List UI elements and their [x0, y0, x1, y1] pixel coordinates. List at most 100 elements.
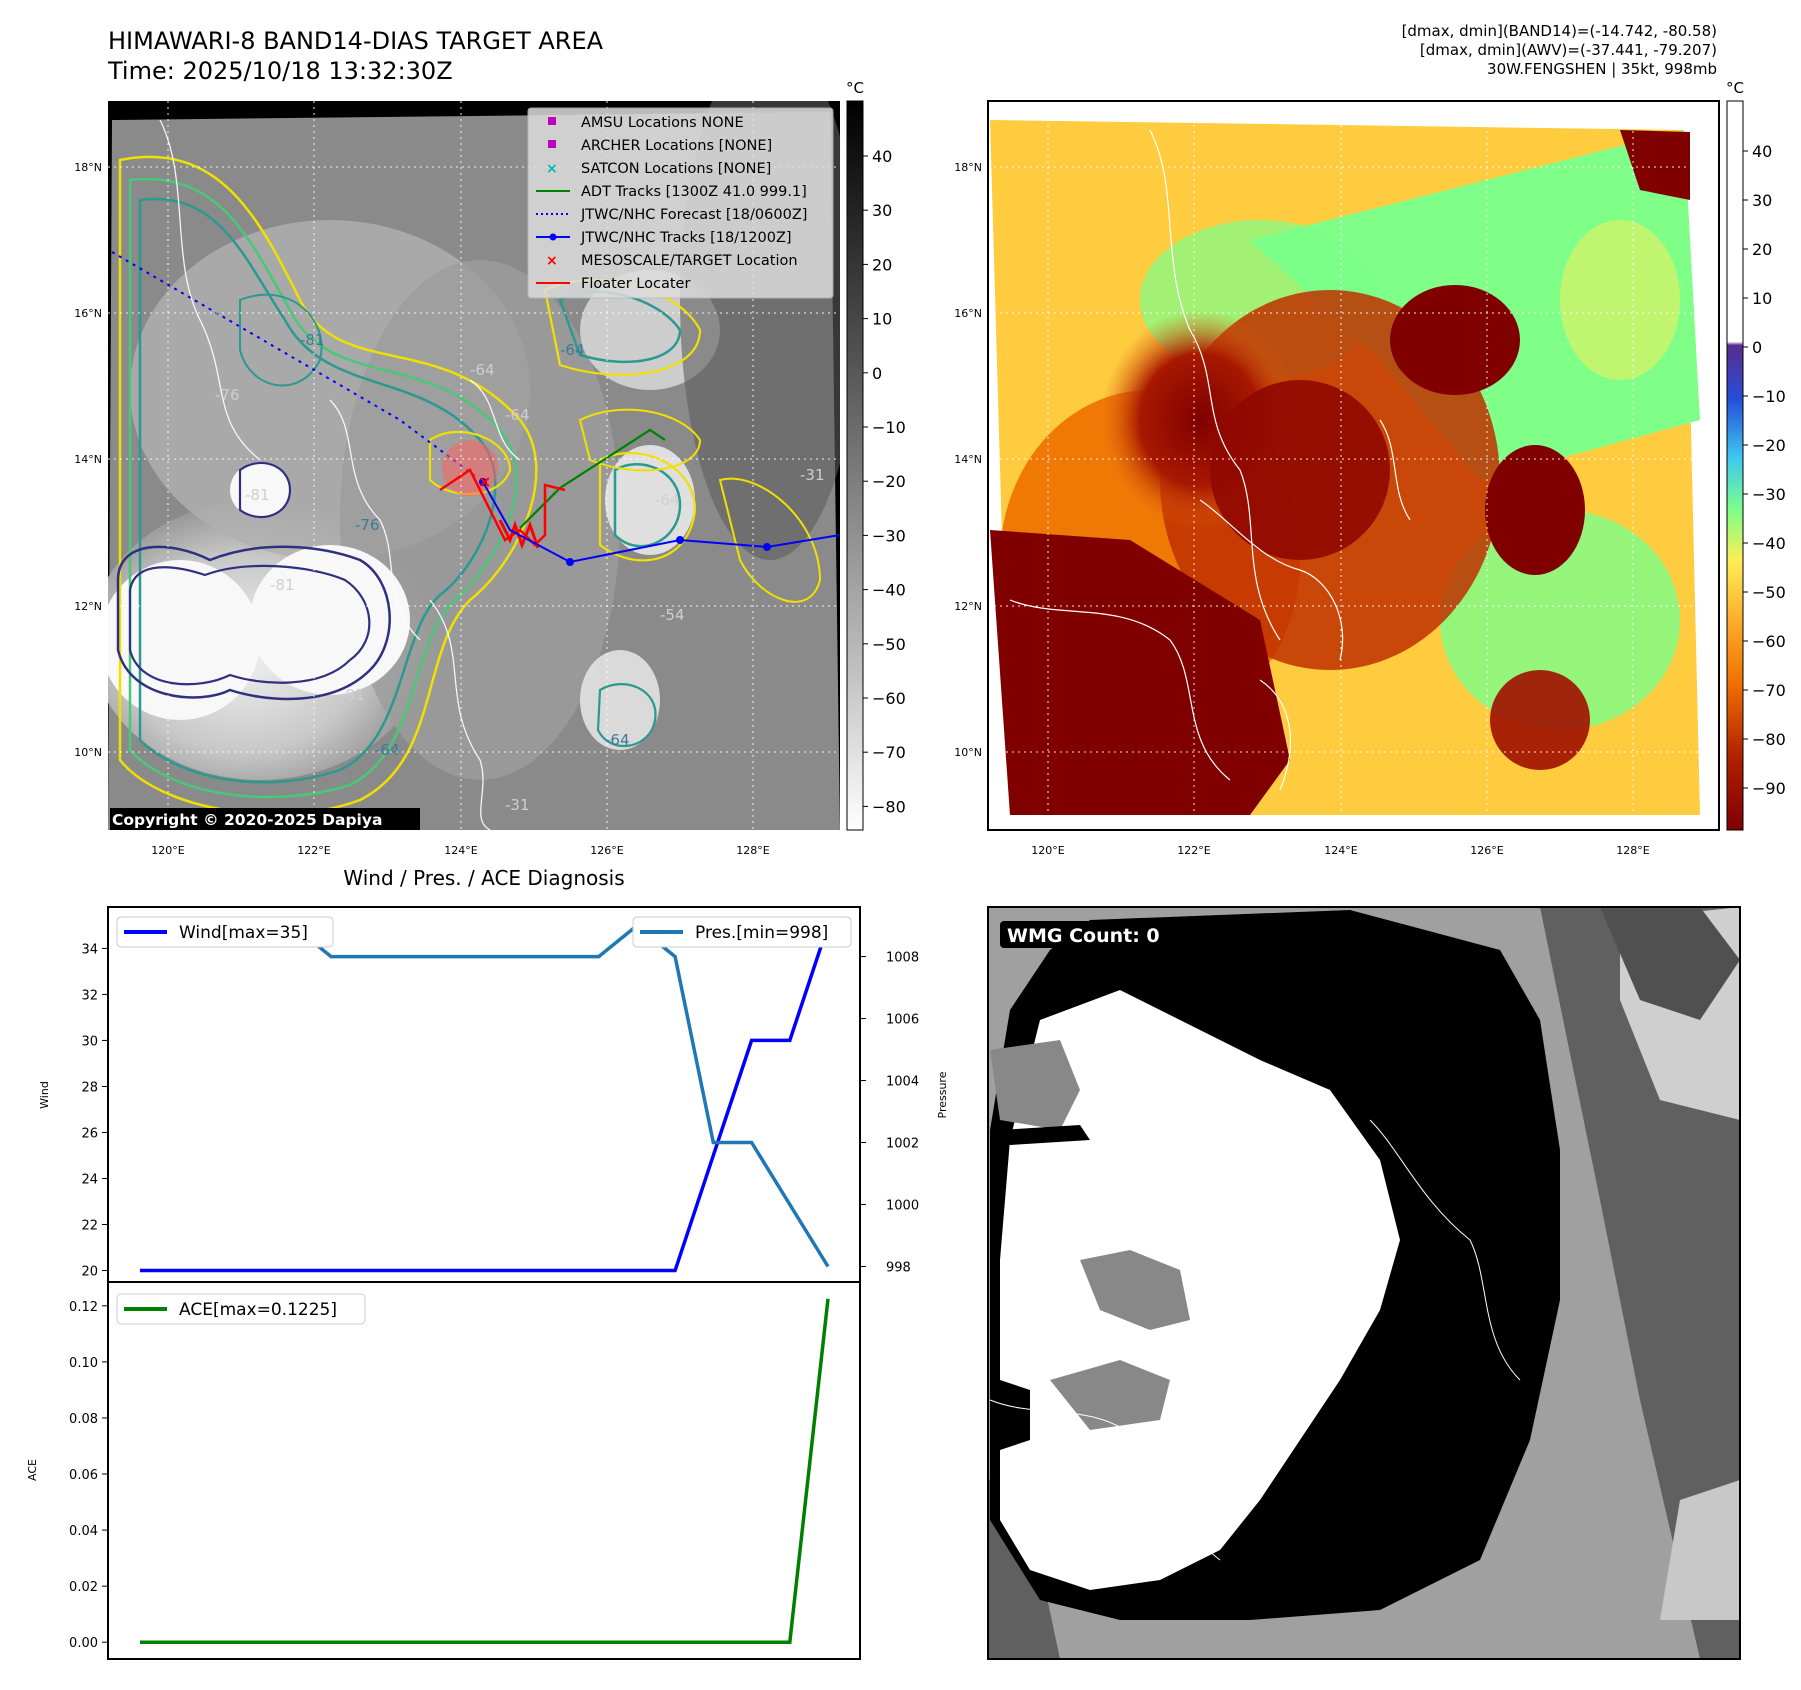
ace-tick-label: 0.00 — [69, 1636, 98, 1651]
jtwc-track — [482, 481, 840, 564]
lat-tick-label: 12°N — [954, 600, 982, 613]
colorbar-tick-label: −80 — [1752, 730, 1786, 749]
wind-legend-box — [116, 916, 334, 948]
pressure-tick-label: 1006 — [886, 1013, 919, 1028]
wmg-frame — [987, 906, 1741, 1660]
colorbar-tick-label: 40 — [1752, 142, 1772, 161]
ace-legend-box — [116, 1293, 366, 1325]
contour-label: -64 — [470, 361, 495, 379]
legend-dot-marker — [549, 233, 557, 241]
ace-legend-label: ACE[max=0.1225] — [179, 1300, 337, 1320]
colorbar-tick-label: 20 — [872, 255, 892, 274]
ace-ticks: 0.00 0.02 0.04 0.06 0.08 0.10 0.12 — [69, 1300, 108, 1651]
pressure-tick-label: 1002 — [886, 1137, 919, 1152]
lat-tick-label: 12°N — [74, 600, 102, 613]
colorbar-tick-label: 20 — [1752, 240, 1772, 259]
legend-label: ARCHER Locations [NONE] — [581, 138, 772, 154]
colorbar-tick-label: −20 — [872, 472, 906, 491]
lon-tick-label: 128°E — [736, 844, 769, 857]
colorbar-tick-label: 30 — [1752, 191, 1772, 210]
lat-tick-label: 10°N — [74, 746, 102, 759]
lat-tick-label: 10°N — [954, 746, 982, 759]
wmg-count-box — [1000, 921, 1180, 948]
awv-lon-labels: 120°E 122°E 124°E 126°E 128°E — [1031, 844, 1649, 857]
legend-label: MESOSCALE/TARGET Location — [581, 253, 798, 269]
wind-series-line — [140, 924, 830, 1273]
legend-square-marker — [548, 117, 556, 125]
colorbar-tick-label: −10 — [1752, 387, 1786, 406]
contour-label: -64 — [560, 341, 585, 359]
colorbar-tick-label: −60 — [872, 689, 906, 708]
ir-colorbar-unit: °C — [846, 79, 864, 97]
info-line-1: [dmax, dmin](BAND14)=(-14.742, -80.58) — [1401, 22, 1717, 40]
floater-track — [439, 468, 566, 547]
colorbar-tick-label: −70 — [872, 743, 906, 762]
pressure-legend-label: Pres.[min=998] — [695, 923, 828, 943]
ace-axis-label: ACE — [26, 1459, 39, 1481]
wind-tick-label: 28 — [81, 1080, 98, 1095]
wind-tick-label: 26 — [81, 1126, 98, 1141]
info-line-2: [dmax, dmin](AWV)=(-37.441, -79.207) — [1419, 41, 1717, 59]
awv-gridlines — [988, 101, 1719, 830]
lon-tick-label: 124°E — [1324, 844, 1357, 857]
legend-label: ADT Tracks [1300Z 41.0 999.1] — [581, 184, 807, 200]
colorbar-tick-label: −90 — [1752, 779, 1786, 798]
storm-info: [dmax, dmin](BAND14)=(-14.742, -80.58) [… — [1402, 22, 1717, 79]
legend-label: JTWC/NHC Tracks [18/1200Z] — [580, 230, 792, 246]
colorbar-tick-label: −10 — [872, 418, 906, 437]
ace-tick-label: 0.08 — [69, 1412, 98, 1427]
pressure-legend-box — [632, 916, 852, 948]
lat-tick-label: 16°N — [954, 307, 982, 320]
legend-label: JTWC/NHC Forecast [18/0600Z] — [580, 207, 807, 223]
contour-label: -81 — [270, 576, 295, 594]
figure-title: HIMAWARI-8 BAND14-DIAS TARGET AREA Time: … — [108, 26, 603, 86]
colorbar-tick-label: −50 — [1752, 583, 1786, 602]
ir-lat-labels: 18°N 16°N 14°N 12°N 10°N — [74, 161, 102, 759]
legend-label: Floater Locater — [581, 276, 690, 292]
contour-label: -54 — [660, 606, 685, 624]
colorbar-tick-label: 10 — [872, 310, 892, 329]
lat-tick-label: 18°N — [74, 161, 102, 174]
lon-tick-label: 122°E — [1177, 844, 1210, 857]
pressure-ticks: 998 1000 1002 1004 1006 1008 — [860, 951, 919, 1276]
colorbar-tick-label: −30 — [1752, 485, 1786, 504]
contour-label: -81 — [340, 686, 365, 704]
legend-label: SATCON Locations [NONE] — [581, 161, 771, 177]
lat-tick-label: 14°N — [74, 453, 102, 466]
target-location-marker: × — [478, 472, 491, 491]
awv-colorbar-unit: °C — [1726, 79, 1744, 97]
contour-label: -76 — [355, 516, 380, 534]
wind-tick-label: 22 — [81, 1218, 98, 1233]
wind-tick-label: 34 — [81, 942, 98, 957]
ace-lines — [140, 1298, 830, 1644]
wind-tick-label: 20 — [81, 1264, 98, 1279]
ir-lon-labels: 120°E 122°E 124°E 126°E 128°E — [151, 844, 769, 857]
colorbar-tick-label: 0 — [1752, 338, 1762, 357]
copyright-box — [110, 808, 420, 830]
pressure-tick-label: 1008 — [886, 951, 919, 966]
legend-square-marker — [548, 140, 556, 148]
awv-coastlines — [1009, 129, 1411, 791]
wmg-panel: WMG Count: 0 — [987, 906, 1741, 1660]
contour-label: -64 — [375, 741, 400, 759]
wmg-coastlines — [989, 1119, 1521, 1561]
ace-series-line — [140, 1298, 830, 1644]
legend-x-marker: × — [546, 253, 558, 269]
lon-tick-label: 120°E — [1031, 844, 1064, 857]
lon-tick-label: 126°E — [590, 844, 623, 857]
chart-legends: Wind[max=35] Pres.[min=998] ACE[max=0.1225… — [116, 916, 852, 1325]
contour-label: -81 — [245, 486, 270, 504]
ir-colorbar — [846, 100, 864, 831]
wind-legend-label: Wind[max=35] — [179, 923, 308, 943]
lat-tick-label: 14°N — [954, 453, 982, 466]
ir-colorbar-ticks: 40 30 20 10 0 −10 −20 −30 −40 −50 −60 −70 −80 — [863, 147, 906, 816]
legend-x-marker: × — [546, 161, 558, 177]
wmg-imagery — [988, 907, 1740, 1659]
colorbar-tick-label: −40 — [1752, 534, 1786, 553]
contour-label: -81 — [300, 331, 325, 349]
lat-tick-label: 18°N — [954, 161, 982, 174]
lon-tick-label: 126°E — [1470, 844, 1503, 857]
ace-tick-label: 0.10 — [69, 1356, 98, 1371]
colorbar-tick-label: −60 — [1752, 632, 1786, 651]
